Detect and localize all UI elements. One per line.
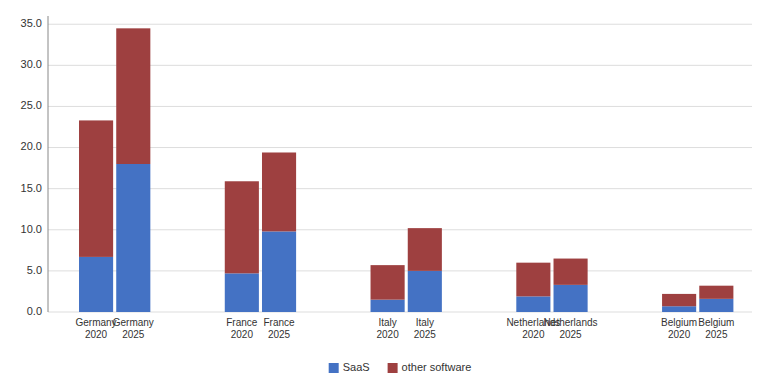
- bar: [662, 306, 696, 312]
- bar: [554, 259, 588, 285]
- x-tick-label: Italy2025: [414, 317, 437, 340]
- bar: [516, 296, 550, 312]
- legend-item: other software: [388, 361, 472, 373]
- legend-swatch: [388, 363, 398, 373]
- bar: [262, 152, 296, 231]
- chart-svg: 0.0 5.0 10.0 15.0 20.0 25.0 30.0 35.0 Germany202…: [0, 0, 768, 384]
- grid-line: [48, 188, 752, 189]
- grid: [48, 24, 752, 312]
- x-tick-label: Belgium2020: [661, 317, 697, 340]
- bar: [699, 286, 733, 299]
- y-tick-label: 15.0: [21, 182, 42, 194]
- y-tick-label: 20.0: [21, 140, 42, 152]
- grid-line: [48, 147, 752, 148]
- y-tick-label: 30.0: [21, 58, 42, 70]
- x-tick-label: France2020: [226, 317, 258, 340]
- x-tick-label: Italy2020: [376, 317, 399, 340]
- series: [79, 164, 733, 312]
- grid-line: [48, 24, 752, 25]
- legend-label: SaaS: [343, 361, 370, 373]
- y-tick-label: 0.0: [27, 305, 42, 317]
- x-tick-label: Belgium2025: [698, 317, 734, 340]
- y-axis-line: [48, 16, 49, 312]
- bars: [79, 28, 733, 312]
- bar: [554, 285, 588, 312]
- x-tick-label: Germany2020: [76, 317, 117, 340]
- bar: [516, 263, 550, 297]
- bar: [408, 228, 442, 271]
- bar: [79, 120, 113, 256]
- y-tick-label: 10.0: [21, 223, 42, 235]
- bar: [371, 300, 405, 312]
- grid-line: [48, 229, 752, 230]
- y-tick-label: 35.0: [21, 17, 42, 29]
- legend-item: SaaS: [329, 361, 370, 373]
- bar: [371, 265, 405, 300]
- legend-swatch: [329, 363, 339, 373]
- y-tick-label: 25.0: [21, 99, 42, 111]
- y-axis: 0.0 5.0 10.0 15.0 20.0 25.0 30.0 35.0: [21, 16, 48, 317]
- x-tick-label: France2025: [263, 317, 295, 340]
- chart-container: 0.0 5.0 10.0 15.0 20.0 25.0 30.0 35.0 Germany202…: [0, 0, 768, 384]
- bar: [225, 181, 259, 273]
- series: [79, 28, 733, 306]
- bar: [116, 164, 150, 312]
- bar: [262, 231, 296, 312]
- x-tick-label: Germany2025: [113, 317, 154, 340]
- bar: [79, 257, 113, 312]
- bar: [408, 271, 442, 312]
- x-axis: Germany2020Germany2025 France2020France20…: [76, 317, 735, 340]
- bar: [662, 294, 696, 306]
- legend-label: other software: [402, 361, 472, 373]
- x-tick-label: Netherlands2025: [544, 317, 598, 340]
- grid-line: [48, 106, 752, 107]
- bar: [116, 28, 150, 164]
- bar: [699, 299, 733, 312]
- grid-line: [48, 65, 752, 66]
- legend: SaaS other software: [329, 361, 472, 373]
- y-tick-label: 5.0: [27, 264, 42, 276]
- bar: [225, 273, 259, 312]
